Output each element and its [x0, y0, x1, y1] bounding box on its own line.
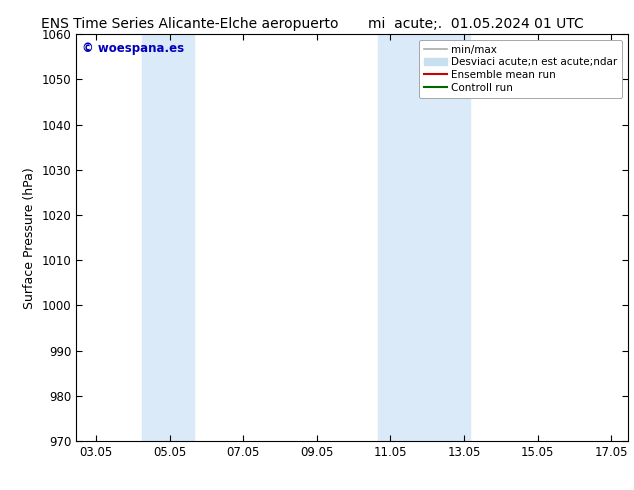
Bar [378, 34, 470, 441]
Bar [142, 34, 194, 441]
Text: mi  acute;.  01.05.2024 01 UTC: mi acute;. 01.05.2024 01 UTC [368, 17, 583, 31]
Legend: min/max, Desviaci acute;n est acute;ndar, Ensemble mean run, Controll run: min/max, Desviaci acute;n est acute;ndar… [418, 40, 623, 98]
Text: © woespana.es: © woespana.es [82, 43, 184, 55]
Text: ENS Time Series Alicante-Elche aeropuerto: ENS Time Series Alicante-Elche aeropuert… [41, 17, 339, 31]
Y-axis label: Surface Pressure (hPa): Surface Pressure (hPa) [23, 167, 36, 309]
Title: ENS Time Series Alicante-Elche aeropuerto         mi  acute;.  01.05.2024 01 UTC: ENS Time Series Alicante-Elche aeropuert… [0, 489, 1, 490]
